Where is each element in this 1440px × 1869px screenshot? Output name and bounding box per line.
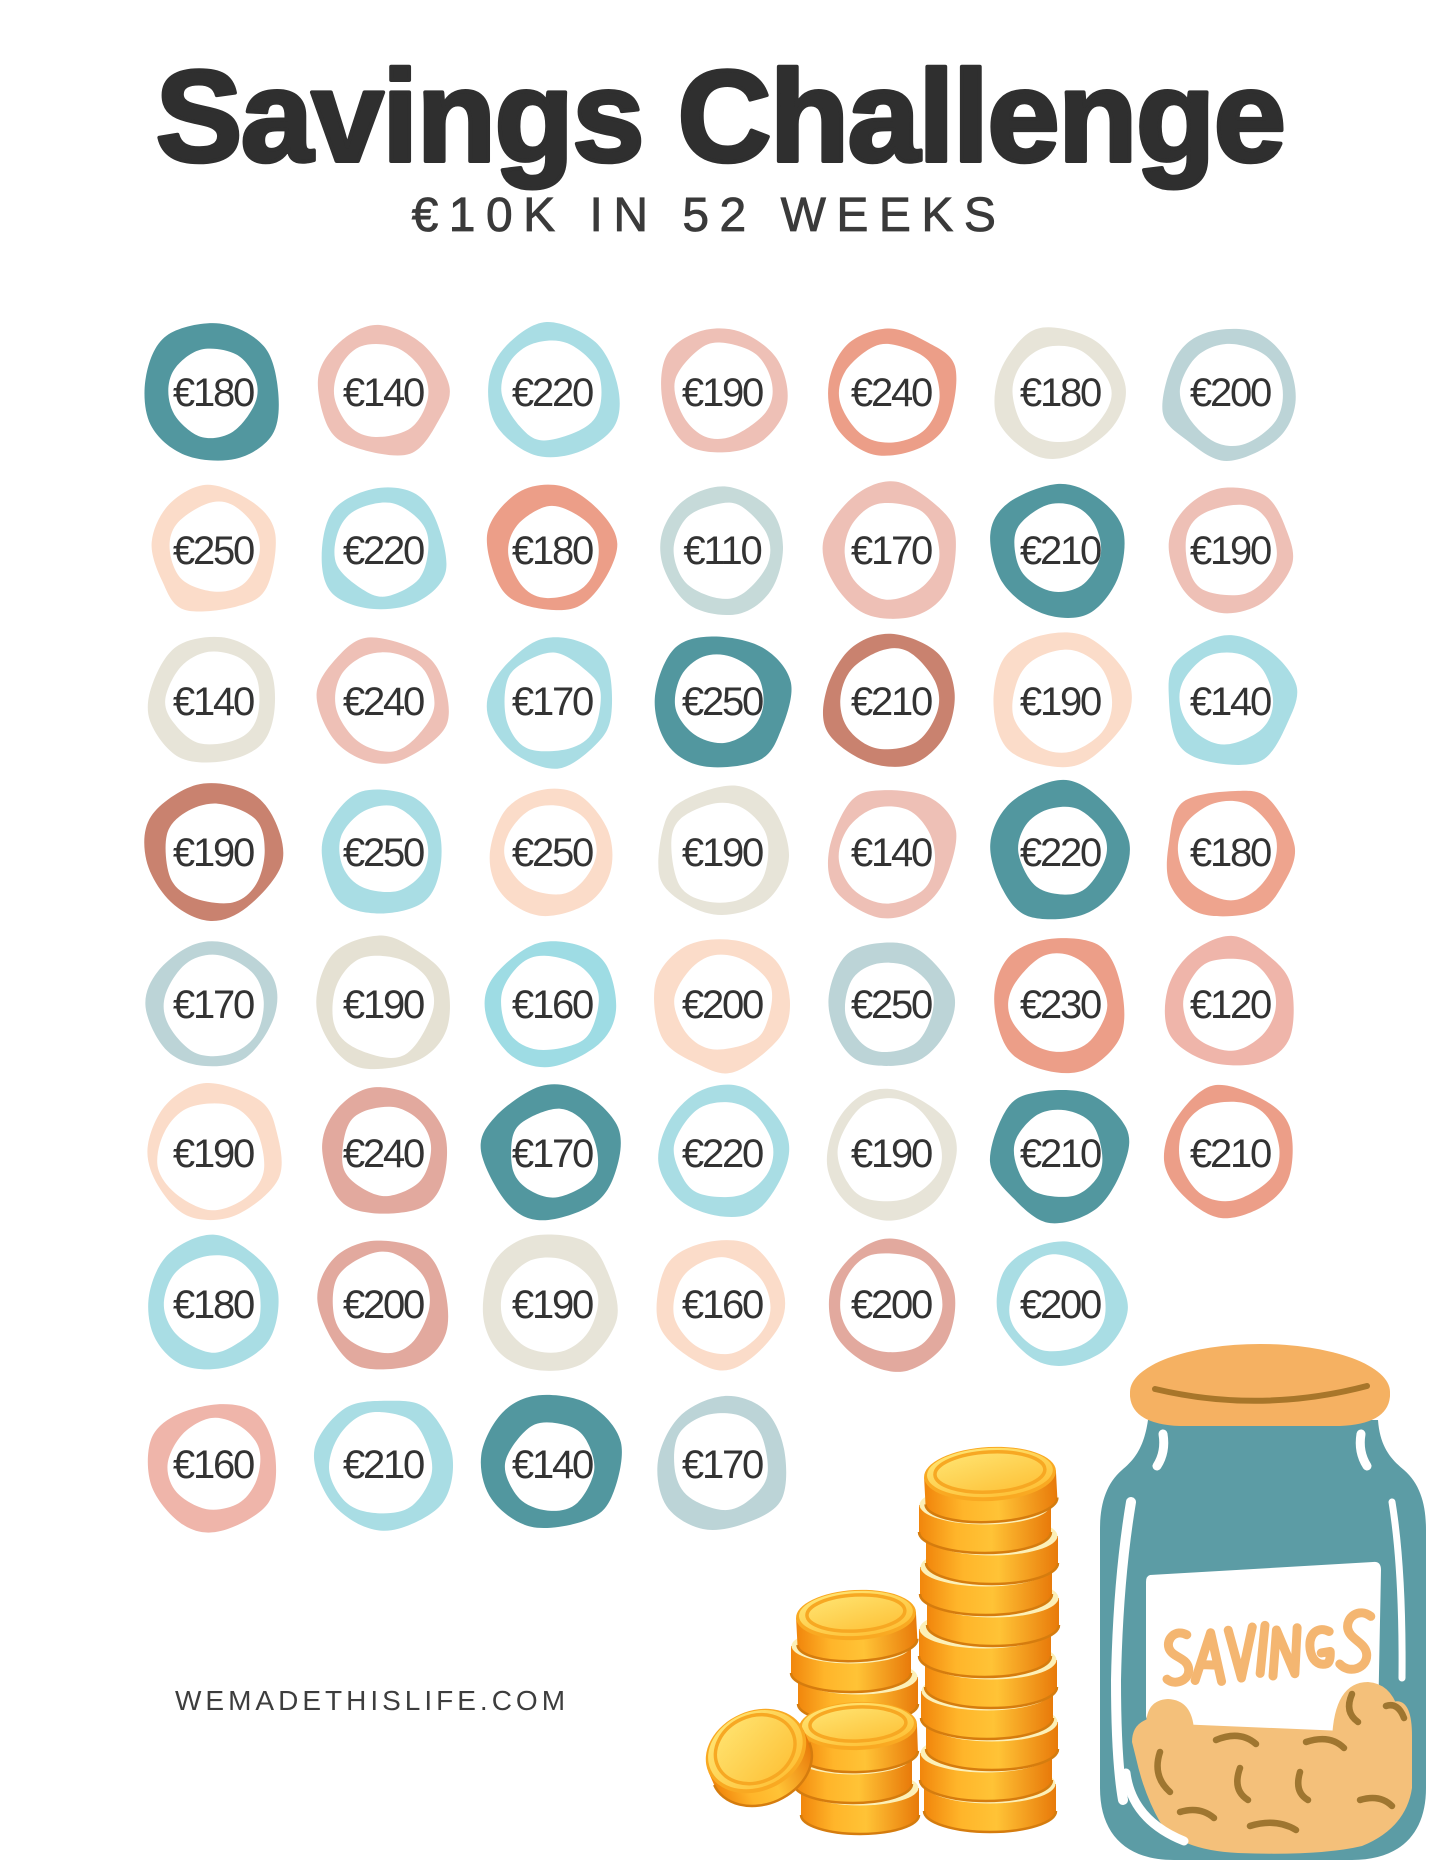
svg-text:€190: €190 xyxy=(173,1132,254,1176)
svg-text:€170: €170 xyxy=(851,529,932,573)
svg-text:€170: €170 xyxy=(512,680,593,724)
svg-text:€190: €190 xyxy=(682,371,763,415)
svg-text:€210: €210 xyxy=(343,1443,424,1487)
svg-text:€200: €200 xyxy=(1020,1283,1101,1327)
svg-text:€110: €110 xyxy=(683,529,761,573)
svg-text:€180: €180 xyxy=(512,529,593,573)
svg-text:€170: €170 xyxy=(682,1443,763,1487)
svg-text:€180: €180 xyxy=(1190,831,1271,875)
svg-text:€140: €140 xyxy=(851,831,932,875)
svg-text:€240: €240 xyxy=(343,1132,424,1176)
svg-text:€250: €250 xyxy=(682,680,763,724)
svg-text:€170: €170 xyxy=(512,1132,593,1176)
svg-text:€200: €200 xyxy=(682,983,763,1027)
svg-text:€210: €210 xyxy=(1020,1132,1101,1176)
svg-text:€140: €140 xyxy=(512,1443,593,1487)
svg-text:€190: €190 xyxy=(682,831,763,875)
svg-text:€250: €250 xyxy=(851,983,932,1027)
svg-text:€180: €180 xyxy=(1020,371,1101,415)
svg-text:€190: €190 xyxy=(173,831,254,875)
svg-text:€200: €200 xyxy=(851,1283,932,1327)
svg-text:€210: €210 xyxy=(1190,1132,1271,1176)
svg-text:€190: €190 xyxy=(1020,680,1101,724)
svg-text:WEMADETHISLIFE.COM: WEMADETHISLIFE.COM xyxy=(175,1685,569,1716)
svg-text:€140: €140 xyxy=(173,680,254,724)
svg-text:€170: €170 xyxy=(173,983,254,1027)
svg-text:€250: €250 xyxy=(512,831,593,875)
svg-text:€220: €220 xyxy=(682,1132,763,1176)
svg-text:€140: €140 xyxy=(343,371,424,415)
svg-text:€190: €190 xyxy=(851,1132,932,1176)
svg-text:€180: €180 xyxy=(173,1283,254,1327)
svg-text:€250: €250 xyxy=(173,529,254,573)
svg-text:€190: €190 xyxy=(343,983,424,1027)
svg-text:€160: €160 xyxy=(512,983,593,1027)
svg-text:€120: €120 xyxy=(1190,983,1271,1027)
svg-text:€210: €210 xyxy=(1020,529,1101,573)
svg-text:€200: €200 xyxy=(343,1283,424,1327)
svg-text:€240: €240 xyxy=(343,680,424,724)
svg-text:€230: €230 xyxy=(1020,983,1101,1027)
svg-text:€220: €220 xyxy=(343,529,424,573)
svg-text:€220: €220 xyxy=(512,371,593,415)
svg-text:€140: €140 xyxy=(1190,680,1271,724)
svg-text:€210: €210 xyxy=(851,680,932,724)
svg-text:€200: €200 xyxy=(1190,371,1271,415)
svg-text:€190: €190 xyxy=(512,1283,593,1327)
svg-text:€10K IN 52 WEEKS: €10K IN 52 WEEKS xyxy=(412,189,1007,242)
svg-text:€180: €180 xyxy=(173,371,254,415)
svg-text:€220: €220 xyxy=(1020,831,1101,875)
svg-text:€240: €240 xyxy=(851,371,932,415)
svg-text:€250: €250 xyxy=(343,831,424,875)
svg-text:€160: €160 xyxy=(173,1443,254,1487)
svg-text:€160: €160 xyxy=(682,1283,763,1327)
svg-text:€190: €190 xyxy=(1190,529,1271,573)
svg-text:Savings Challenge: Savings Challenge xyxy=(156,43,1285,189)
